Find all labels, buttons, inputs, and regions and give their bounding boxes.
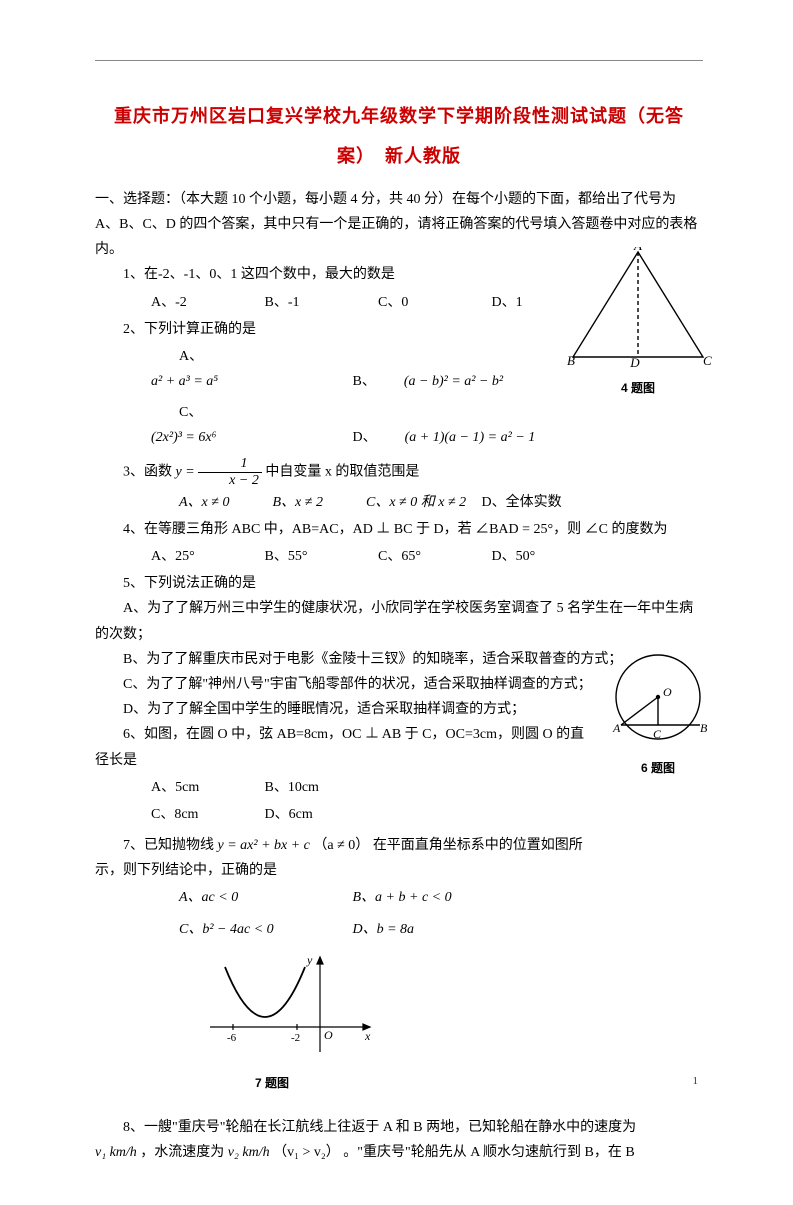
q3-opt-b: B、x ≠ 2 — [217, 490, 307, 515]
svg-text:B: B — [567, 353, 575, 367]
q2-opt-a: A、a² + a³ = a⁵ — [123, 344, 293, 394]
figure-q7-label: 7 题图 — [255, 1073, 703, 1095]
svg-text:O: O — [324, 1028, 333, 1042]
svg-text:-6: -6 — [227, 1032, 237, 1044]
q6-opt-a: A、5cm — [123, 775, 233, 800]
q7-opt-b: B、a + b + c < 0 — [297, 885, 452, 910]
q4-opt-a: A、25° — [123, 544, 233, 569]
q7-options-row2: C、b² − 4ac < 0 D、b = 8a — [95, 917, 703, 942]
q7-opt-a: A、ac < 0 — [123, 885, 293, 910]
q7-stem-line2: 示，则下列结论中，正确的是 — [95, 858, 703, 883]
page-number: 1 — [693, 1072, 699, 1092]
q3-opt-a: A、x ≠ 0 — [123, 490, 213, 515]
q4-opt-c: C、65° — [350, 544, 460, 569]
q5-stem: 5、下列说法正确的是 — [95, 571, 703, 596]
q6-opt-c: C、8cm — [123, 802, 233, 827]
q2-options-row2: C、(2x²)³ = 6x⁶ D、(a + 1)(a − 1) = a² − 1 — [95, 400, 703, 450]
svg-text:-2: -2 — [291, 1032, 300, 1044]
q7-options-row1: A、ac < 0 B、a + b + c < 0 — [95, 885, 703, 910]
q2-opt-b: B、(a − b)² = a² − b² — [297, 369, 504, 394]
q4-options: A、25° B、55° C、65° D、50° — [95, 544, 703, 569]
q7-stem-line1: 7、已知抛物线 y = ax² + bx + c （a ≠ 0） 在平面直角坐标… — [95, 833, 703, 858]
q6-options-row2: C、8cm D、6cm — [95, 802, 703, 827]
q1-opt-c: C、0 — [350, 290, 460, 315]
figure-q6-label: 6 题图 — [603, 758, 713, 780]
svg-text:A: A — [633, 247, 642, 253]
svg-text:x: x — [364, 1029, 371, 1043]
svg-text:B: B — [700, 721, 708, 735]
q8-line1: 8、一艘"重庆号"轮船在长江航线上往返于 A 和 B 两地，已知轮船在静水中的速… — [95, 1115, 703, 1140]
q3-stem: 3、函数 y = 1 x − 2 中自变量 x 的取值范围是 — [95, 457, 703, 488]
q3-opt-d: D、全体实数 — [454, 490, 562, 515]
q6-opt-b: B、10cm — [237, 775, 347, 800]
q1-opt-d: D、1 — [464, 290, 574, 315]
q5-opt-a: A、为了了解万州三中学生的健康状况，小欣同学在学校医务室调查了 5 名学生在一年… — [95, 596, 703, 646]
q4-opt-d: D、50° — [464, 544, 574, 569]
title-line2: 案） 新人教版 — [95, 140, 703, 172]
top-rule — [95, 60, 703, 61]
q4-opt-b: B、55° — [237, 544, 347, 569]
figure-q7-parabola: x y O -6 -2 7 题图 — [205, 952, 703, 1095]
svg-text:O: O — [663, 685, 672, 699]
svg-text:y: y — [306, 953, 313, 967]
q7-opt-d: D、b = 8a — [297, 917, 415, 942]
q3-opt-c: C、x ≠ 0 和 x ≠ 2 — [310, 490, 450, 515]
q2-opt-d: D、(a + 1)(a − 1) = a² − 1 — [297, 425, 536, 450]
q2-opt-c: C、(2x²)³ = 6x⁶ — [123, 400, 293, 450]
title-line1: 重庆市万州区岩口复兴学校九年级数学下学期阶段性测试试题（无答 — [95, 100, 703, 132]
q6-opt-d: D、6cm — [237, 802, 347, 827]
figure-q4-triangle: A B C D 4 题图 — [563, 247, 713, 400]
figure-q4-label: 4 题图 — [563, 378, 713, 400]
q7-opt-c: C、b² − 4ac < 0 — [123, 917, 293, 942]
q1-opt-b: B、-1 — [237, 290, 347, 315]
q3-options: A、x ≠ 0 B、x ≠ 2 C、x ≠ 0 和 x ≠ 2 D、全体实数 — [95, 490, 703, 515]
q4-stem: 4、在等腰三角形 ABC 中，AB=AC，AD ⊥ BC 于 D，若 ∠BAD … — [95, 517, 703, 542]
svg-text:D: D — [629, 355, 640, 367]
q8-line2: v₁ km/h ，水流速度为 v₂ km/h （v₁ > v₂） 。"重庆号"轮… — [95, 1140, 703, 1165]
figure-q6-circle: O A B C 6 题图 — [603, 652, 713, 780]
svg-text:C: C — [703, 353, 712, 367]
svg-text:A: A — [612, 721, 621, 735]
svg-text:C: C — [653, 727, 662, 741]
q1-opt-a: A、-2 — [123, 290, 233, 315]
